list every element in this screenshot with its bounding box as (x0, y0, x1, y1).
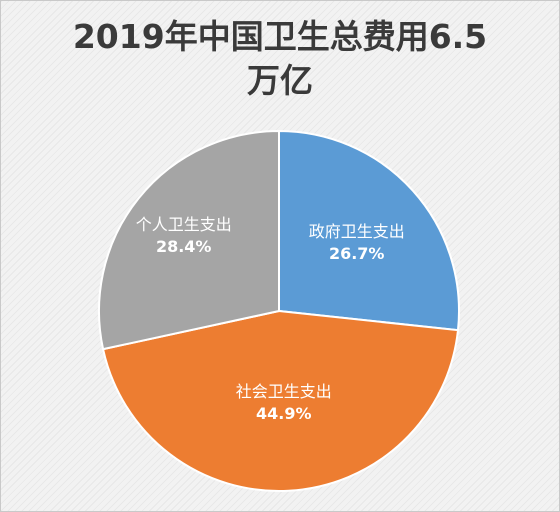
slice-value-2: 44.9% (256, 404, 312, 423)
pie-slice-2 (101, 309, 460, 492)
slice-value-3: 28.4% (156, 237, 212, 256)
slice-label-3: 个人卫生支出 (136, 215, 232, 234)
slice-label-2: 社会卫生支出 (236, 382, 332, 401)
pie-slice-1 (278, 129, 460, 332)
pie-labels: 政府卫生支出 26.7% 社会卫生支出 44.9% 个人卫生支出 28.4% (136, 215, 405, 423)
chart-title: 2019年中国卫生总费用6.5 万亿 (1, 15, 559, 103)
chart-title-line-1: 2019年中国卫生总费用6.5 (72, 17, 488, 56)
pie-slice-3 (98, 129, 280, 351)
slice-label-1: 政府卫生支出 (309, 222, 405, 241)
pie-slices (98, 129, 460, 492)
chart-title-line-2: 万亿 (247, 61, 313, 100)
slice-value-1: 26.7% (329, 244, 385, 263)
